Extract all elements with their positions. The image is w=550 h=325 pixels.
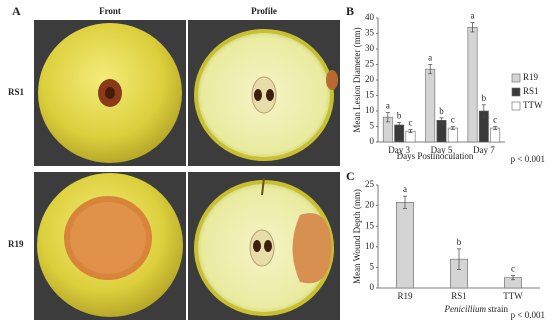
significance-label: b	[482, 93, 487, 103]
significance-label: b	[457, 237, 462, 247]
y-axis-label: Mean Wound Depth (mm)	[352, 189, 362, 284]
significance-label: a	[386, 101, 390, 111]
annotation: p < 0.001	[511, 310, 545, 320]
y-tick-label: 10	[365, 105, 375, 115]
seed	[264, 240, 272, 252]
y-tick-label: 5	[370, 261, 375, 271]
lesion	[326, 70, 338, 90]
significance-label: c	[408, 118, 412, 128]
lesion	[292, 213, 332, 284]
core	[251, 76, 277, 114]
significance-label: c	[511, 264, 515, 274]
row-label: R19	[8, 239, 24, 249]
lesion-inner	[70, 202, 146, 274]
bar	[425, 68, 436, 143]
y-axis-label: Mean Lesion Diameter (mm)	[352, 27, 362, 132]
legend-swatch	[511, 101, 521, 111]
significance-label: c	[493, 115, 497, 125]
legend-label: R19	[523, 72, 539, 82]
significance-label: b	[439, 106, 444, 116]
legend-label: TTW	[523, 100, 543, 110]
y-tick-label: 0	[370, 136, 375, 146]
legend-label: RS1	[523, 86, 539, 96]
x-tick-label: Day 3	[388, 145, 410, 155]
bar	[490, 127, 501, 143]
column-label: Front	[99, 6, 121, 16]
core	[249, 229, 275, 267]
x-axis-label: Penicillium	[444, 304, 487, 314]
bar	[396, 202, 414, 289]
x-tick-label: Day 5	[431, 145, 453, 155]
stem	[261, 177, 265, 196]
y-tick-label: 25	[365, 179, 375, 189]
seed	[254, 89, 262, 101]
legend-swatch	[511, 73, 521, 83]
x-tick-label: TTW	[503, 291, 523, 301]
x-tick-label: R19	[397, 291, 413, 301]
x-axis-label: Days Postinoculation	[397, 151, 474, 161]
y-tick-label: 25	[365, 59, 375, 69]
row-label: RS1	[8, 87, 25, 97]
seed	[253, 240, 261, 252]
y-tick-label: 20	[365, 74, 375, 84]
y-tick-label: 15	[365, 90, 375, 100]
significance-label: b	[397, 111, 402, 121]
y-tick-label: 10	[365, 241, 375, 251]
significance-label: a	[403, 184, 407, 194]
panel-label: B	[346, 4, 354, 18]
column-label: Profile	[251, 6, 277, 16]
photo-panel: A Front Profile RS1 R19	[8, 4, 340, 320]
y-tick-label: 0	[370, 282, 375, 292]
significance-label: a	[471, 11, 475, 21]
y-tick-label: 35	[365, 28, 375, 38]
annotation: p < 0.001	[511, 154, 545, 164]
x-tick-label: RS1	[451, 291, 467, 301]
bar	[447, 127, 458, 143]
panel-label: A	[12, 4, 21, 18]
x-axis-label: strain	[488, 304, 508, 314]
y-tick-label: 30	[365, 43, 375, 53]
bar	[467, 26, 478, 143]
x-tick-label: Day 7	[473, 145, 495, 155]
y-tick-label: 15	[365, 220, 375, 230]
lesion-core	[105, 87, 115, 99]
y-tick-label: 40	[365, 12, 375, 22]
panel-label: C	[346, 169, 355, 183]
seed	[266, 89, 274, 101]
significance-label: c	[451, 115, 455, 125]
y-tick-label: 20	[365, 200, 375, 210]
bar	[436, 120, 447, 143]
legend-swatch	[511, 87, 521, 97]
significance-label: a	[428, 53, 432, 63]
y-tick-label: 5	[370, 121, 375, 131]
